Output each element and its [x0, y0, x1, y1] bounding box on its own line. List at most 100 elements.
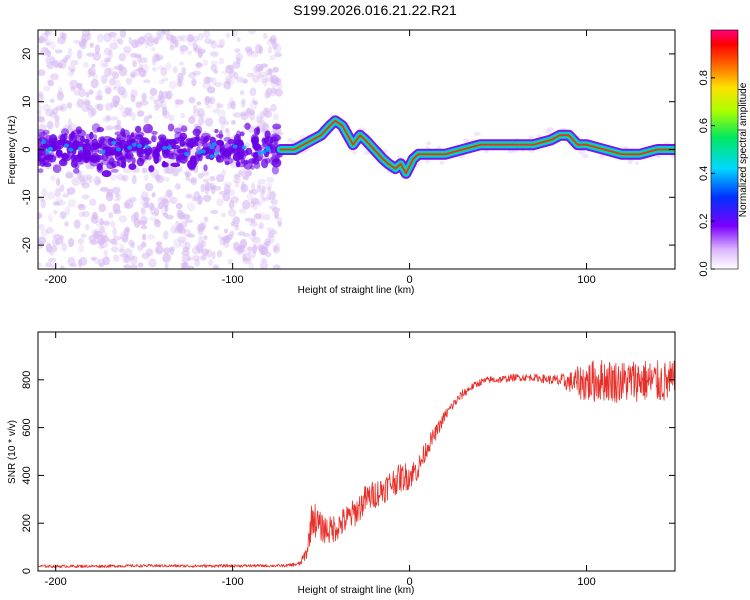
noise-blob	[116, 137, 124, 145]
noise-blob	[202, 138, 208, 149]
noise-blob	[250, 198, 260, 205]
noise-blob	[137, 36, 146, 45]
noise-blob	[136, 67, 144, 72]
noise-blob	[131, 39, 139, 49]
noise-blob	[111, 241, 119, 246]
noise-blob	[209, 175, 216, 182]
noise-blob	[426, 141, 432, 146]
noise-blob	[98, 138, 108, 145]
noise-blob	[179, 34, 189, 42]
noise-blob	[201, 248, 209, 256]
noise-blob	[168, 196, 178, 205]
snr-series-line	[38, 359, 675, 568]
noise-blob	[152, 58, 157, 66]
noise-blob	[78, 211, 86, 218]
noise-blob	[103, 220, 111, 226]
noise-blob	[70, 154, 81, 160]
noise-blob	[246, 170, 252, 176]
noise-blob	[69, 79, 79, 89]
noise-blob	[161, 30, 170, 36]
noise-blob	[272, 66, 280, 73]
noise-blob	[81, 194, 90, 200]
noise-blob	[75, 82, 82, 90]
noise-blob	[123, 248, 133, 258]
noise-blob	[54, 119, 60, 129]
noise-blob	[193, 123, 202, 128]
noise-blob	[246, 48, 253, 57]
noise-blob	[61, 32, 67, 40]
noise-blob	[93, 176, 101, 186]
noise-blob	[73, 129, 82, 135]
noise-blob	[267, 235, 275, 244]
noise-blob	[262, 107, 269, 117]
noise-blob	[101, 159, 110, 165]
noise-blob	[143, 115, 149, 124]
noise-blob	[113, 124, 122, 131]
noise-blob	[203, 194, 212, 202]
noise-blob	[170, 141, 177, 150]
noise-blob	[272, 41, 278, 50]
noise-blob	[255, 116, 263, 124]
noise-blob	[115, 100, 120, 107]
ridge-core	[279, 119, 675, 175]
noise-blob	[164, 262, 169, 269]
noise-blob	[219, 238, 226, 246]
noise-blob	[257, 66, 264, 71]
noise-blob	[118, 215, 128, 223]
noise-blob	[78, 158, 85, 165]
noise-blob	[78, 203, 85, 209]
noise-blob	[64, 143, 70, 148]
noise-blob	[38, 91, 45, 98]
noise-blob	[240, 111, 247, 117]
noise-blob	[352, 150, 357, 155]
noise-blob	[216, 173, 225, 183]
noise-blob	[226, 151, 231, 160]
noise-blob	[240, 184, 249, 193]
noise-blob	[272, 264, 281, 269]
noise-blob	[145, 201, 150, 209]
noise-blob	[229, 230, 235, 237]
noise-blob	[261, 185, 266, 195]
noise-blob	[254, 64, 262, 70]
noise-blob	[178, 212, 186, 220]
noise-blob	[45, 149, 51, 154]
noise-blob	[173, 167, 179, 177]
noise-blob	[162, 247, 171, 254]
spectrogram-xtick-label: -200	[45, 274, 67, 286]
noise-blob	[132, 60, 138, 68]
noise-blob	[210, 51, 219, 57]
noise-blob	[78, 41, 87, 48]
snr-ticks: -200 -100 0 100 0 200 400 600 800	[21, 332, 675, 588]
noise-blob	[59, 184, 65, 192]
noise-blob	[40, 198, 46, 209]
noise-blob	[216, 198, 224, 207]
noise-blob	[158, 90, 164, 100]
noise-blob	[197, 50, 203, 58]
noise-blob	[214, 81, 223, 87]
snr-frame	[37, 331, 676, 572]
noise-blob	[473, 131, 481, 136]
noise-blob	[266, 190, 276, 200]
noise-blob	[102, 63, 109, 68]
noise-blob	[188, 97, 196, 103]
noise-blob	[243, 159, 249, 165]
noise-blob	[176, 224, 184, 232]
noise-blob	[76, 129, 87, 138]
noise-blob	[144, 182, 154, 192]
noise-blob	[260, 110, 265, 120]
noise-blob	[175, 220, 180, 228]
noise-blob	[184, 241, 191, 251]
noise-blob	[203, 30, 211, 38]
noise-blob	[45, 262, 52, 268]
noise-blob	[143, 79, 151, 84]
noise-blob	[123, 46, 132, 53]
noise-blob	[80, 233, 87, 238]
noise-blob	[265, 72, 275, 82]
noise-blob	[273, 211, 279, 219]
noise-blob	[96, 103, 104, 112]
noise-blob	[108, 238, 117, 244]
noise-blob	[199, 113, 206, 118]
noise-blob	[99, 186, 109, 192]
noise-blob	[165, 62, 172, 71]
